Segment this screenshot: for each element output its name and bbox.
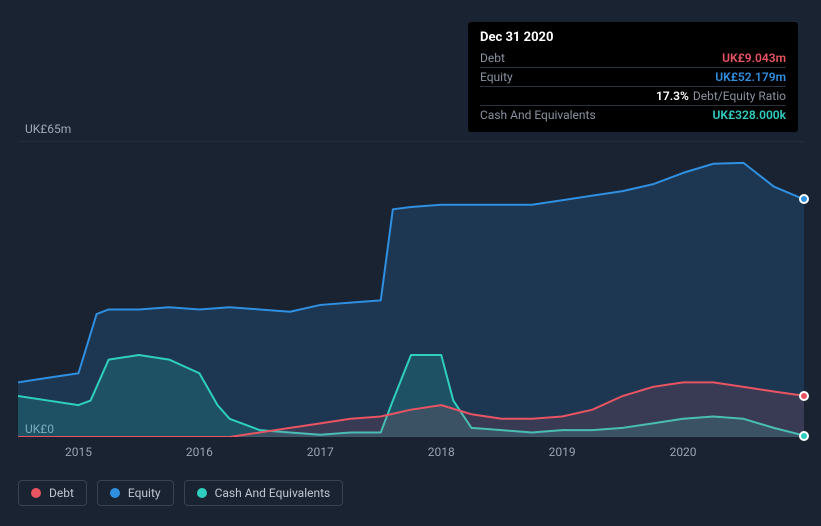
tooltip-row: Debt UK£9.043m (480, 49, 786, 67)
tooltip-row-label: Debt (480, 51, 505, 65)
x-tick-label: 2016 (186, 445, 213, 459)
x-tick-label: 2018 (428, 445, 455, 459)
legend: Debt Equity Cash And Equivalents (18, 480, 343, 506)
tooltip-row-label: Cash And Equivalents (480, 108, 596, 122)
legend-item[interactable]: Debt (18, 480, 87, 506)
tooltip-row: Cash And Equivalents UK£328.000k (480, 105, 786, 124)
x-tick-label: 2015 (65, 445, 92, 459)
legend-swatch (31, 488, 41, 498)
tooltip-row: 17.3%Debt/Equity Ratio (480, 86, 786, 105)
tooltip-row-value: UK£52.179m (715, 70, 786, 84)
tooltip-row-label: Equity (480, 70, 513, 84)
legend-label: Equity (128, 486, 161, 500)
tooltip-row-value: 17.3%Debt/Equity Ratio (656, 89, 786, 103)
series-end-marker (799, 431, 809, 441)
tooltip-date: Dec 31 2020 (480, 30, 786, 49)
legend-item[interactable]: Cash And Equivalents (184, 480, 344, 506)
x-tick-label: 2020 (670, 445, 697, 459)
x-axis: 2015 2016 2017 2018 2019 2020 (18, 437, 804, 463)
tooltip-row-value: UK£9.043m (722, 51, 786, 65)
y-axis-label-top: UK£65m (25, 122, 71, 136)
chart-plot-area[interactable] (18, 141, 804, 437)
legend-label: Cash And Equivalents (215, 486, 331, 500)
chart-tooltip: Dec 31 2020 Debt UK£9.043m Equity UK£52.179… (468, 22, 798, 132)
legend-swatch (197, 488, 207, 498)
tooltip-row-secondary: Debt/Equity Ratio (693, 89, 786, 103)
tooltip-row-value: UK£328.000k (713, 108, 786, 122)
legend-item[interactable]: Equity (97, 480, 174, 506)
legend-label: Debt (49, 486, 74, 500)
x-tick-label: 2019 (549, 445, 576, 459)
legend-swatch (110, 488, 120, 498)
chart-svg (18, 141, 804, 437)
series-end-marker (799, 194, 809, 204)
series-end-marker (799, 391, 809, 401)
x-tick-label: 2017 (307, 445, 334, 459)
tooltip-row: Equity UK£52.179m (480, 67, 786, 86)
